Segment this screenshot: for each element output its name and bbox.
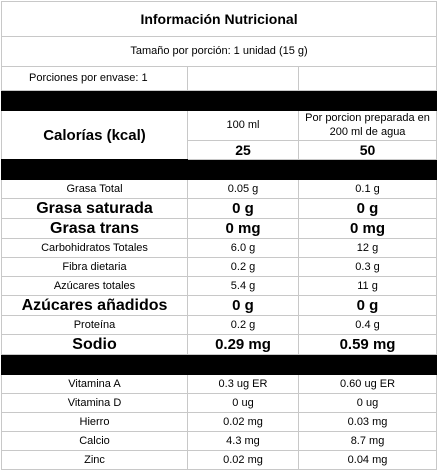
micronutrient-name: Vitamina A	[1, 374, 188, 394]
nutrient-value-prepared: 0 mg	[297, 218, 437, 239]
empty-cell	[187, 66, 299, 91]
nutrient-name: Grasa saturada	[1, 198, 188, 219]
micronutrient-value-100ml: 4.3 mg	[187, 431, 299, 451]
micronutrient-row: Zinc 0.02 mg 0.04 mg	[1, 450, 437, 470]
nutrient-row: Carbohidratos Totales 6.0 g 12 g	[1, 238, 437, 258]
micronutrient-value-100ml: 0.02 mg	[187, 412, 299, 432]
micronutrient-value-prepared: 0.04 mg	[297, 450, 437, 470]
nutrient-value-100ml: 0.05 g	[187, 179, 299, 199]
nutrient-name: Fibra dietaria	[1, 257, 188, 277]
nutrient-name: Proteína	[1, 315, 188, 335]
nutrient-row: Proteína 0.2 g 0.4 g	[1, 315, 437, 335]
nutrient-value-100ml: 0.2 g	[187, 315, 299, 335]
nutrient-name: Grasa trans	[1, 218, 188, 239]
nutrient-name: Azúcares añadidos	[1, 295, 188, 316]
black-divider	[0, 159, 437, 180]
micronutrient-value-prepared: 8.7 mg	[297, 431, 437, 451]
servings-per-container: Porciones por envase: 1	[1, 66, 188, 91]
micronutrient-name: Calcio	[1, 431, 188, 451]
nutrient-value-prepared: 0.59 mg	[297, 334, 437, 355]
nutrient-value-100ml: 0 g	[187, 295, 299, 316]
nutrient-row: Azúcares totales 5.4 g 11 g	[1, 276, 437, 296]
nutrient-value-100ml: 0.29 mg	[187, 334, 299, 355]
nutrient-value-prepared: 0.3 g	[297, 257, 437, 277]
micronutrient-row: Calcio 4.3 mg 8.7 mg	[1, 431, 437, 451]
micronutrient-value-100ml: 0.02 mg	[187, 450, 299, 470]
micronutrient-row: Vitamina A 0.3 ug ER 0.60 ug ER	[1, 374, 437, 394]
micronutrient-value-100ml: 0.3 ug ER	[187, 374, 299, 394]
nutrient-value-prepared: 0 g	[297, 198, 437, 219]
calories-prepared-value: 50	[297, 140, 437, 160]
black-divider	[0, 354, 437, 375]
micronutrient-value-100ml: 0 ug	[187, 393, 299, 413]
micronutrient-value-prepared: 0 ug	[297, 393, 437, 413]
micronutrient-name: Hierro	[1, 412, 188, 432]
nutrient-value-100ml: 5.4 g	[187, 276, 299, 296]
nutrient-value-100ml: 0.2 g	[187, 257, 299, 277]
nutrient-value-100ml: 0 mg	[187, 218, 299, 239]
nutrient-value-prepared: 0.1 g	[297, 179, 437, 199]
micronutrient-row: Hierro 0.02 mg 0.03 mg	[1, 412, 437, 432]
nutrient-name: Carbohidratos Totales	[1, 238, 188, 258]
empty-cell	[297, 66, 437, 91]
black-divider	[0, 90, 437, 111]
nutrient-value-100ml: 6.0 g	[187, 238, 299, 258]
column-header-prepared: Por porcion preparada en 200 ml de agua	[297, 110, 437, 141]
nutrient-name: Sodio	[1, 334, 188, 355]
nutrient-value-100ml: 0 g	[187, 198, 299, 219]
nutrient-value-prepared: 0.4 g	[297, 315, 437, 335]
nutrient-name: Grasa Total	[1, 179, 188, 199]
micronutrient-value-prepared: 0.60 ug ER	[297, 374, 437, 394]
nutrient-row: Grasa trans 0 mg 0 mg	[1, 218, 437, 239]
label-title: Información Nutricional	[0, 1, 437, 37]
nutrient-row: Sodio 0.29 mg 0.59 mg	[1, 334, 437, 355]
column-header-100ml: 100 ml	[187, 110, 299, 141]
calories-label: Calorías (kcal)	[1, 110, 188, 160]
nutrient-row: Fibra dietaria 0.2 g 0.3 g	[1, 257, 437, 277]
nutrient-value-prepared: 12 g	[297, 238, 437, 258]
calories-100ml-value: 25	[187, 140, 299, 160]
nutrient-name: Azúcares totales	[1, 276, 188, 296]
serving-size: Tamaño por porción: 1 unidad (15 g)	[0, 36, 437, 67]
micronutrient-name: Vitamina D	[1, 393, 188, 413]
micronutrient-value-prepared: 0.03 mg	[297, 412, 437, 432]
micronutrient-name: Zinc	[1, 450, 188, 470]
nutrient-value-prepared: 11 g	[297, 276, 437, 296]
nutrient-row: Grasa Total 0.05 g 0.1 g	[1, 179, 437, 199]
nutrient-value-prepared: 0 g	[297, 295, 437, 316]
